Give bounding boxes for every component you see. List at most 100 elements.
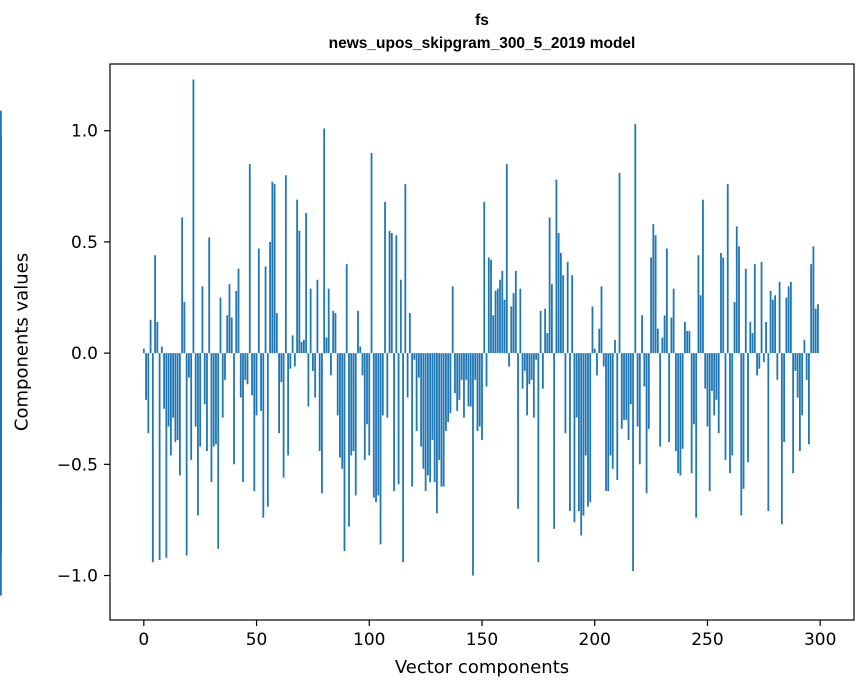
bar — [589, 353, 592, 503]
y-tick-label: 0.5 — [71, 233, 98, 253]
bar — [729, 353, 731, 474]
bar — [372, 353, 375, 498]
bar — [656, 328, 659, 354]
bar — [560, 253, 562, 354]
bar — [332, 310, 335, 354]
bar — [305, 213, 308, 354]
bar — [548, 217, 551, 354]
bar — [208, 237, 211, 354]
x-tick-label: 200 — [579, 630, 611, 650]
bar — [627, 353, 630, 440]
bar — [257, 248, 260, 354]
bar — [357, 310, 359, 354]
bar — [487, 257, 490, 354]
bar — [582, 353, 585, 516]
bar — [442, 353, 445, 487]
bar — [273, 184, 276, 354]
bar — [350, 353, 353, 456]
bar — [381, 353, 384, 416]
bar — [192, 79, 195, 354]
bar — [650, 257, 652, 354]
bar — [776, 353, 779, 380]
bar — [514, 270, 517, 354]
x-tick-label: 250 — [691, 630, 723, 650]
bar — [778, 281, 781, 354]
bar — [296, 199, 299, 354]
bar — [638, 353, 641, 465]
bar — [665, 248, 668, 354]
bar — [537, 353, 540, 563]
bar — [447, 353, 450, 423]
bar — [476, 353, 479, 431]
bar — [465, 353, 468, 380]
bar — [668, 353, 671, 443]
bar — [629, 353, 632, 405]
bar — [298, 230, 301, 354]
bar — [359, 346, 362, 354]
bar — [201, 286, 204, 354]
bar — [569, 353, 571, 512]
bar — [814, 308, 817, 354]
bar — [756, 353, 758, 376]
bar — [379, 353, 382, 545]
bar — [269, 241, 271, 354]
bar — [384, 201, 386, 354]
bar — [436, 353, 438, 514]
bar — [508, 353, 510, 367]
bar — [354, 353, 357, 496]
bar — [643, 353, 646, 387]
bar — [677, 353, 680, 474]
bar — [415, 353, 418, 431]
bar — [463, 353, 465, 418]
bar — [330, 353, 332, 376]
bar — [206, 353, 208, 451]
plot-frame — [109, 63, 855, 621]
bar — [587, 353, 589, 507]
bar — [251, 353, 253, 396]
bar — [501, 270, 504, 354]
bar — [224, 353, 226, 380]
bar — [422, 353, 425, 469]
bar — [765, 321, 767, 354]
bar — [688, 330, 691, 354]
bar — [614, 339, 616, 354]
bar — [747, 353, 749, 463]
bar — [156, 321, 159, 354]
chart-title: fs — [475, 12, 489, 29]
bar — [334, 313, 337, 354]
bar — [417, 353, 420, 378]
bar — [611, 353, 614, 469]
bar — [472, 353, 474, 576]
bar — [174, 353, 177, 443]
bar — [246, 353, 249, 385]
bar — [735, 226, 738, 354]
bar — [717, 353, 720, 434]
bar — [352, 353, 355, 451]
bar — [792, 353, 795, 474]
bar — [343, 353, 346, 552]
bar — [411, 353, 414, 487]
bar — [219, 297, 222, 354]
bar — [817, 304, 819, 354]
bar — [541, 353, 544, 389]
bar — [395, 235, 398, 354]
bar — [751, 333, 754, 354]
bar — [557, 233, 560, 354]
bar — [287, 353, 290, 456]
bar — [645, 353, 648, 494]
bar — [562, 275, 565, 354]
bar — [194, 353, 197, 427]
bar — [602, 353, 605, 367]
bar — [812, 246, 815, 354]
bar — [762, 353, 765, 363]
bar — [580, 353, 583, 536]
bar — [659, 353, 662, 447]
bar — [492, 315, 495, 354]
bar — [142, 348, 145, 354]
bar — [632, 353, 634, 572]
bar — [780, 353, 783, 525]
bar — [424, 353, 427, 492]
bar — [805, 353, 808, 380]
bar — [210, 353, 213, 483]
bar — [731, 353, 734, 456]
